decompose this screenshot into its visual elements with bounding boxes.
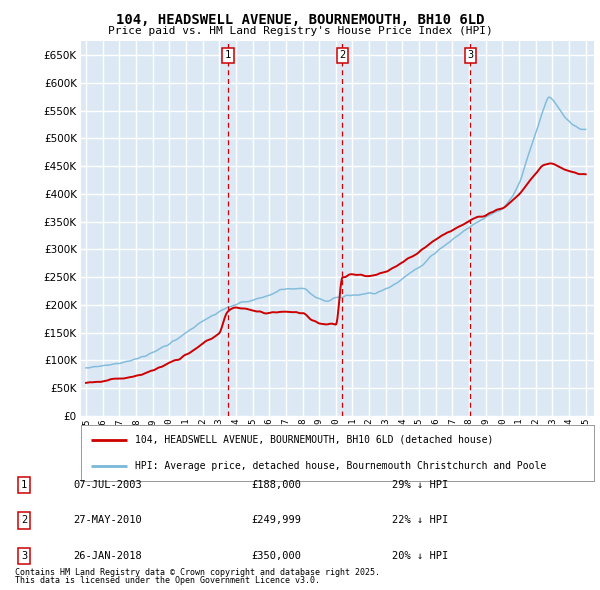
Text: 22% ↓ HPI: 22% ↓ HPI xyxy=(392,516,448,525)
Text: 29% ↓ HPI: 29% ↓ HPI xyxy=(392,480,448,490)
Text: 2: 2 xyxy=(21,516,27,525)
Text: 27-MAY-2010: 27-MAY-2010 xyxy=(74,516,142,525)
Text: £188,000: £188,000 xyxy=(251,480,301,490)
Text: 3: 3 xyxy=(21,551,27,560)
Text: 26-JAN-2018: 26-JAN-2018 xyxy=(74,551,142,560)
Text: 3: 3 xyxy=(467,50,473,60)
Text: 20% ↓ HPI: 20% ↓ HPI xyxy=(392,551,448,560)
Text: This data is licensed under the Open Government Licence v3.0.: This data is licensed under the Open Gov… xyxy=(15,576,320,585)
Text: 07-JUL-2003: 07-JUL-2003 xyxy=(74,480,142,490)
Text: 104, HEADSWELL AVENUE, BOURNEMOUTH, BH10 6LD: 104, HEADSWELL AVENUE, BOURNEMOUTH, BH10… xyxy=(116,13,484,27)
Text: Price paid vs. HM Land Registry's House Price Index (HPI): Price paid vs. HM Land Registry's House … xyxy=(107,26,493,36)
Text: HPI: Average price, detached house, Bournemouth Christchurch and Poole: HPI: Average price, detached house, Bour… xyxy=(135,461,546,471)
Text: £350,000: £350,000 xyxy=(251,551,301,560)
Text: 1: 1 xyxy=(21,480,27,490)
Text: Contains HM Land Registry data © Crown copyright and database right 2025.: Contains HM Land Registry data © Crown c… xyxy=(15,568,380,577)
Text: 104, HEADSWELL AVENUE, BOURNEMOUTH, BH10 6LD (detached house): 104, HEADSWELL AVENUE, BOURNEMOUTH, BH10… xyxy=(135,435,493,445)
Text: 1: 1 xyxy=(225,50,231,60)
Text: £249,999: £249,999 xyxy=(251,516,301,525)
Text: 2: 2 xyxy=(340,50,346,60)
